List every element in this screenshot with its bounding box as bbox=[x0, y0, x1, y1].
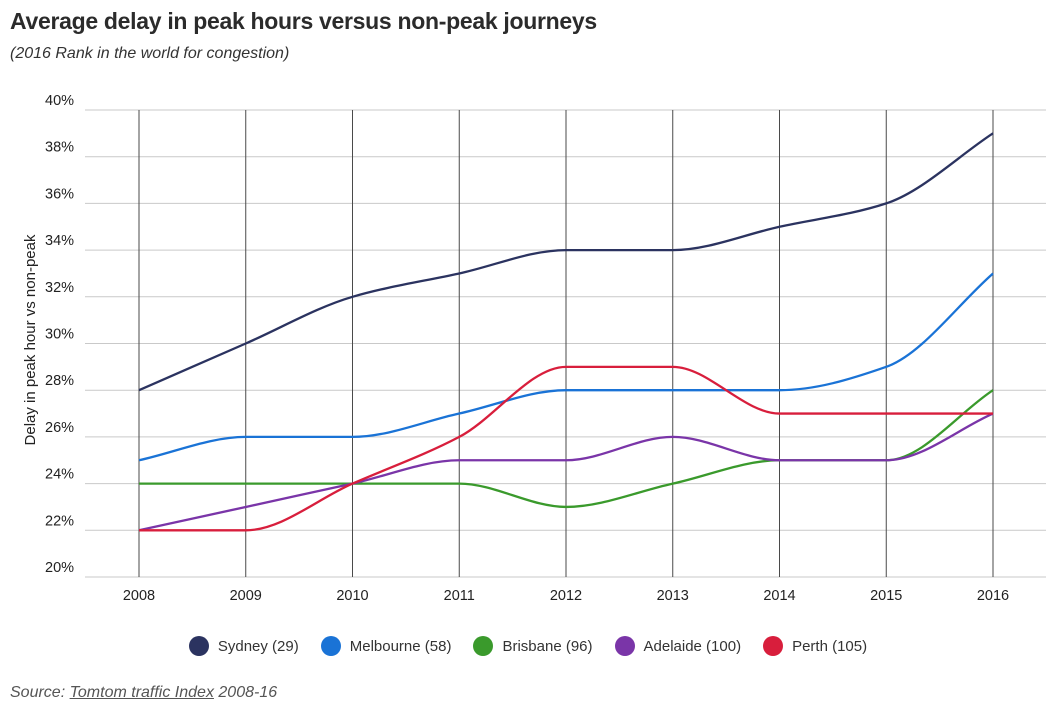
y-tick-label: 32% bbox=[45, 280, 74, 296]
series-line-melbourne bbox=[138, 272, 994, 462]
y-tick-label: 20% bbox=[45, 560, 74, 576]
source-link[interactable]: Tomtom traffic Index bbox=[69, 684, 214, 701]
legend-item-perth[interactable]: Perth (105) bbox=[763, 636, 867, 656]
x-tick-label: 2012 bbox=[550, 588, 582, 604]
legend-swatch bbox=[614, 636, 635, 656]
y-tick-label: 26% bbox=[45, 420, 74, 436]
x-tick-label: 2016 bbox=[977, 588, 1009, 604]
y-tick-label: 40% bbox=[45, 93, 74, 109]
legend-item-brisbane[interactable]: Brisbane (96) bbox=[473, 636, 593, 656]
legend-label: Melbourne (58) bbox=[349, 637, 452, 655]
y-axis-label: Delay in peak hour vs non-peak bbox=[22, 234, 39, 445]
legend-swatch bbox=[473, 636, 494, 656]
x-tick-label: 2011 bbox=[444, 588, 475, 604]
x-tick-label: 2013 bbox=[657, 588, 689, 604]
legend-item-sydney[interactable]: Sydney (29) bbox=[188, 636, 299, 656]
y-tick-label: 30% bbox=[45, 327, 74, 343]
series-line-adelaide bbox=[138, 412, 994, 532]
y-tick-label: 22% bbox=[45, 513, 74, 529]
y-tick-label: 24% bbox=[45, 467, 74, 483]
legend-label: Perth (105) bbox=[792, 637, 868, 655]
legend: Sydney (29) Melbourne (58) Brisbane (96) Ad… bbox=[0, 636, 1056, 656]
source-suffix: 2008-16 bbox=[213, 684, 278, 701]
chart-subtitle: (2016 Rank in the world for congestion) bbox=[10, 45, 290, 62]
y-tick-label: 36% bbox=[45, 186, 74, 202]
chart-title: Average delay in peak hours versus non-p… bbox=[10, 8, 597, 34]
legend-label: Sydney (29) bbox=[217, 637, 299, 655]
x-tick-label: 2014 bbox=[763, 588, 795, 604]
series-lines bbox=[138, 132, 994, 532]
x-tick-label: 2010 bbox=[336, 588, 368, 604]
x-tick-label: 2009 bbox=[230, 588, 262, 604]
series-line-sydney bbox=[138, 132, 994, 392]
y-tick-label: 28% bbox=[45, 373, 74, 389]
x-tick-label: 2008 bbox=[123, 588, 155, 604]
legend-swatch bbox=[188, 636, 209, 656]
y-tick-label: 38% bbox=[45, 140, 74, 156]
legend-item-adelaide[interactable]: Adelaide (100) bbox=[614, 636, 742, 656]
legend-swatch bbox=[763, 636, 784, 656]
series-line-perth bbox=[139, 365, 993, 532]
legend-item-melbourne[interactable]: Melbourne (58) bbox=[320, 636, 452, 656]
legend-swatch bbox=[320, 636, 341, 656]
x-tick-label: 2015 bbox=[870, 588, 902, 604]
axis-ticks: 20% 22% 24% 26% 28% 30% 32% 34% 36% 38% 40% 2008 200… bbox=[45, 93, 1009, 604]
source-note: Source: Tomtom traffic Index 2008-16 bbox=[10, 684, 277, 702]
legend-label: Brisbane (96) bbox=[502, 637, 593, 655]
y-tick-label: 34% bbox=[45, 233, 74, 249]
source-prefix: Source: bbox=[10, 684, 70, 701]
legend-label: Adelaide (100) bbox=[643, 637, 742, 655]
